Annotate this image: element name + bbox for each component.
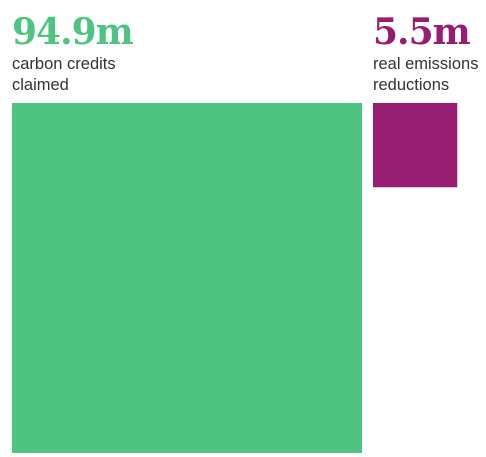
real-reductions-square xyxy=(373,103,458,188)
real-reductions-heading: 5.5m real emissions reductions xyxy=(373,14,478,96)
real-reductions-label-line-2: reductions xyxy=(373,76,450,94)
credits-claimed-label-line-1: carbon credits xyxy=(12,55,116,73)
real-reductions-value: 5.5m xyxy=(373,11,471,53)
credits-claimed-label-line-2: claimed xyxy=(12,76,69,94)
real-reductions-label-line-1: real emissions xyxy=(373,55,479,73)
credits-claimed-square xyxy=(12,103,362,453)
credits-claimed-value: 94.9m xyxy=(12,11,134,53)
credits-claimed-heading: 94.9m carbon credits claimed xyxy=(12,11,134,96)
